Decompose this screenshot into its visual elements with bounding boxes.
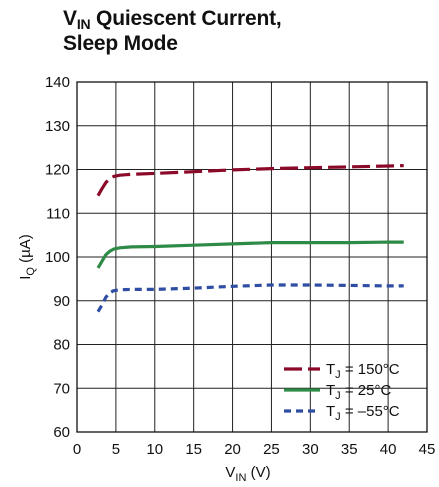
- y-tick-label: 100: [45, 249, 70, 266]
- legend-label-3: TJ = –55°C: [326, 403, 400, 423]
- grid: [76, 81, 428, 433]
- x-tick-label: 20: [224, 441, 241, 458]
- y-tick-label: 80: [53, 337, 70, 354]
- x-tick-label: 15: [185, 441, 202, 458]
- title-rest: Quiescent Current,: [90, 7, 282, 30]
- chart-title-line-1: VIN Quiescent Current,: [63, 6, 282, 31]
- tick-labels: 0 5 10 15 20 25 30 35 40 45 60 70 80 90 100 110 120 130 14…: [45, 74, 435, 458]
- plot-frame: [76, 81, 428, 433]
- y-tick-label: 70: [53, 380, 70, 397]
- y-tick-label: 90: [53, 293, 70, 310]
- chart-title: VIN Quiescent Current, Sleep Mode: [63, 6, 282, 56]
- y-label-rest: (µA): [17, 234, 34, 267]
- y-label-sub: Q: [25, 267, 37, 276]
- x-tick-label: 0: [73, 441, 81, 458]
- series-line-2: [96, 240, 404, 269]
- legend: TJ = 150°CTJ = 25°CTJ = –55°C: [284, 361, 400, 423]
- x-tick-label: 10: [146, 441, 163, 458]
- title-subscript: IN: [76, 16, 91, 32]
- y-tick-label: 140: [45, 74, 70, 91]
- x-tick-label: 40: [380, 441, 397, 458]
- legend-label-2: TJ = 25°C: [326, 382, 391, 402]
- series-line-1: [96, 164, 404, 197]
- x-tick-label: 30: [302, 441, 319, 458]
- chart-title-line-2: Sleep Mode: [63, 32, 178, 55]
- x-label-main: V: [225, 464, 235, 481]
- y-tick-label: 130: [45, 118, 70, 135]
- x-tick-label: 45: [419, 441, 436, 458]
- x-tick-label: 5: [112, 441, 120, 458]
- title-main: V: [63, 7, 77, 30]
- series-lines: [96, 164, 404, 313]
- x-tick-label: 25: [263, 441, 280, 458]
- y-axis-label: IQ (µA): [17, 234, 37, 280]
- x-tick-label: 35: [341, 441, 358, 458]
- x-label-rest: (V): [246, 464, 270, 481]
- y-tick-label: 120: [45, 162, 70, 179]
- series-line-3: [96, 283, 404, 313]
- legend-label-1: TJ = 150°C: [326, 361, 400, 381]
- x-axis-label: VIN (V): [225, 464, 270, 484]
- y-tick-label: 110: [46, 205, 70, 222]
- y-label-main: I: [17, 276, 34, 280]
- y-tick-label: 60: [53, 424, 70, 441]
- x-label-sub: IN: [235, 472, 246, 484]
